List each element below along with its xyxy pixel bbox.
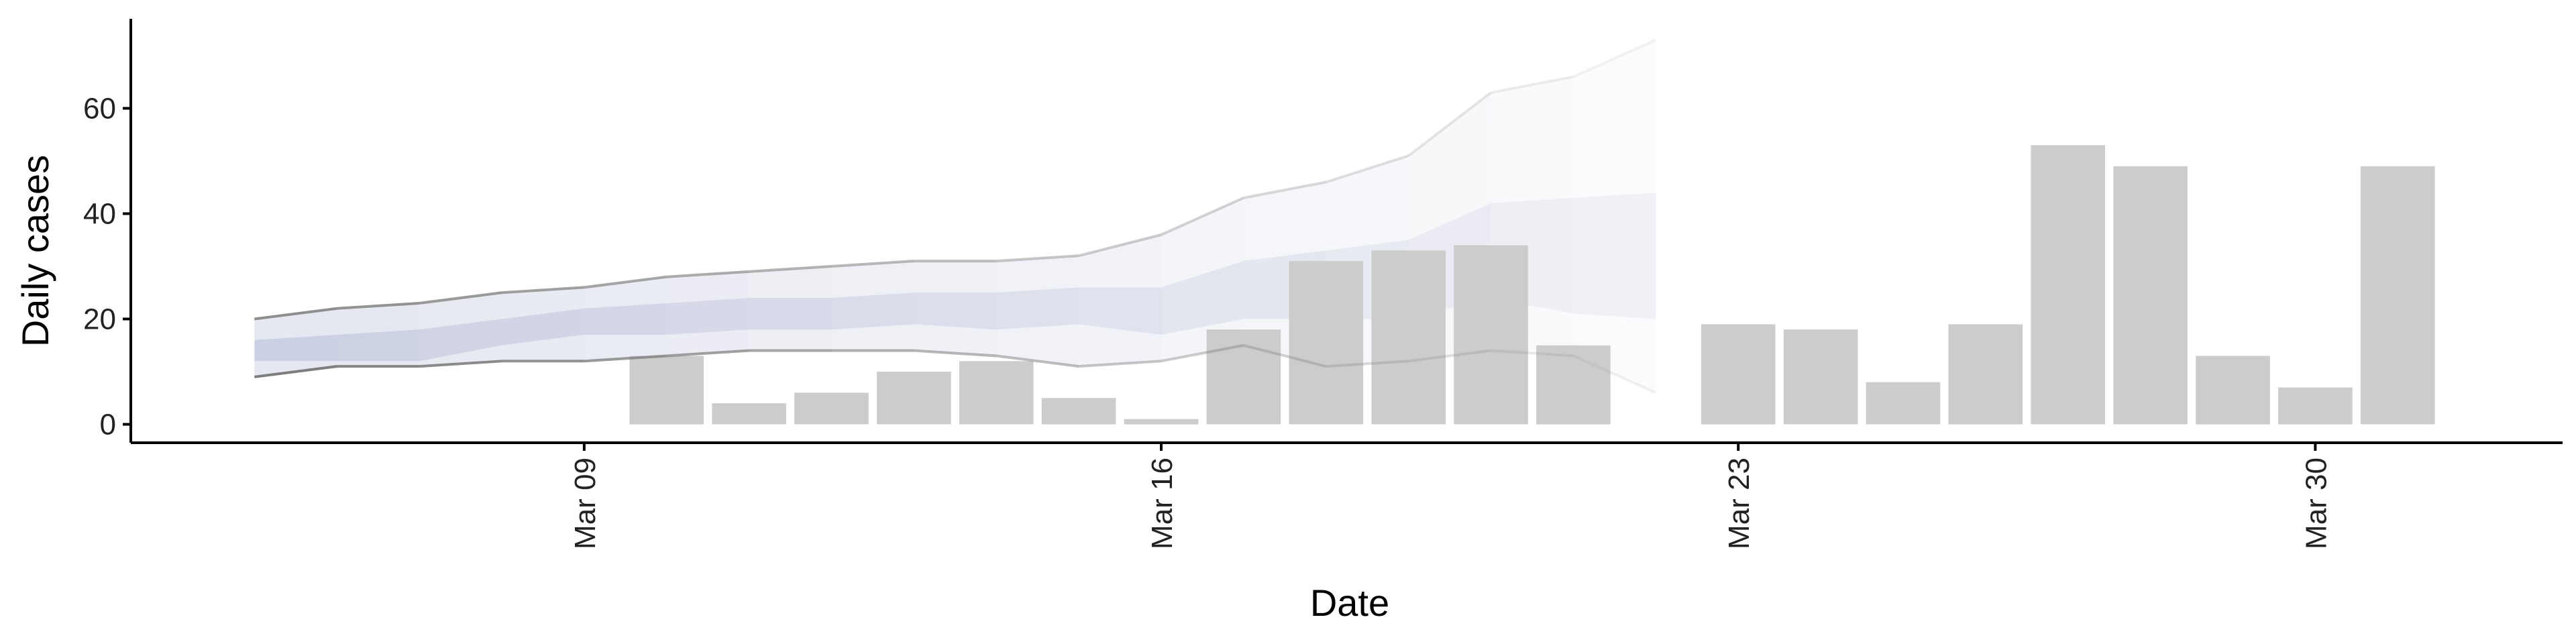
nowcast-lower-bound-line <box>1572 354 1657 394</box>
bars <box>629 145 2435 425</box>
x-tick-label: Mar 23 <box>1723 458 1756 549</box>
bar-2020-03-23 <box>1701 324 1776 425</box>
bar-2020-03-20 <box>1454 245 1528 425</box>
nowcast-upper-bound-line <box>666 270 749 278</box>
nowcast-lower-bound-line <box>254 365 337 378</box>
nowcast-outer-band <box>996 256 1079 367</box>
nowcast-inner-band <box>831 292 914 330</box>
nowcast-upper-bound-line <box>337 301 420 310</box>
nowcast-upper-bound-line <box>1161 197 1244 236</box>
nowcast-outer-band <box>666 271 749 356</box>
nowcast-inner-band <box>914 292 997 330</box>
nowcast-upper-bound-line <box>1407 91 1492 157</box>
bar-2020-03-25 <box>1866 382 1941 425</box>
bar-2020-03-21 <box>1536 345 1611 425</box>
bar-2020-03-29 <box>2196 356 2270 425</box>
y-tick-label: 40 <box>83 197 116 230</box>
nowcast-bound-lines <box>254 38 1657 394</box>
nowcast-inner-band <box>996 287 1079 330</box>
nowcast-upper-bound-line <box>254 307 337 321</box>
bar-2020-03-24 <box>1783 329 1858 425</box>
nowcast-lower-bound-line <box>1326 360 1409 368</box>
nowcast-inner-band <box>1573 193 1656 319</box>
nowcast-inner-band <box>501 308 584 345</box>
nowcast-upper-bound-line <box>996 254 1079 263</box>
nowcast-inner-band <box>666 298 749 335</box>
nowcast-inner-band <box>1079 287 1162 335</box>
nowcast-outer-band <box>914 261 997 356</box>
bar-2020-03-14 <box>959 361 1034 425</box>
nowcast-lower-bound-line <box>1408 349 1491 363</box>
x-tick-label: Mar 30 <box>2300 458 2332 549</box>
bar-2020-03-31 <box>2360 166 2435 425</box>
nowcast-upper-bound-line <box>1243 180 1327 199</box>
y-axis-title: Daily cases <box>14 155 56 347</box>
nowcast-upper-bound-line <box>584 275 667 289</box>
x-tick-label: Mar 09 <box>569 458 602 549</box>
bar-2020-03-26 <box>1948 324 2023 425</box>
nowcast-lower-bound-line <box>996 354 1079 368</box>
bar-2020-03-17 <box>1206 329 1281 425</box>
nowcast-inner-band <box>254 335 337 362</box>
nowcast-inner-band <box>337 329 420 362</box>
bar-2020-03-15 <box>1041 398 1116 425</box>
x-tick-label: Mar 16 <box>1146 458 1179 549</box>
nowcast-upper-bound-line <box>501 286 584 294</box>
bar-2020-03-10 <box>629 356 704 425</box>
bar-2020-03-28 <box>2113 166 2188 425</box>
nowcast-inner-band <box>749 298 832 330</box>
nowcast-outer-band <box>501 287 584 362</box>
nowcast-upper-bound-line <box>1572 38 1657 78</box>
nowcast-outer-band <box>1161 197 1244 362</box>
bar-2020-03-27 <box>2031 145 2105 425</box>
nowcast-upper-bound-line <box>749 264 832 273</box>
x-axis-title: Date <box>1310 582 1389 624</box>
nowcast-lower-bound-line <box>584 354 667 363</box>
bar-2020-03-11 <box>712 403 786 425</box>
y-tick-label: 60 <box>83 92 116 125</box>
nowcast-lower-bound-line <box>1243 343 1327 368</box>
bar-2020-03-18 <box>1289 261 1364 425</box>
y-tick-label: 0 <box>100 409 116 441</box>
nowcast-lower-bound-line <box>419 360 502 368</box>
y-tick-label: 20 <box>83 303 116 336</box>
nowcast-outer-band <box>831 261 914 351</box>
nowcast-lower-bound-line <box>1161 343 1244 363</box>
bar-2020-03-30 <box>2278 387 2353 425</box>
bar-2020-03-12 <box>794 392 869 425</box>
nowcast-inner-band <box>1161 261 1244 335</box>
nowcast-lower-bound-line <box>1079 360 1162 368</box>
nowcast-lower-bound-line <box>1491 349 1574 358</box>
nowcast-upper-bound-line <box>831 260 914 268</box>
nowcast-upper-bound-line <box>1078 233 1162 258</box>
nowcast-upper-bound-line <box>1326 154 1409 184</box>
nowcast-outer-band <box>749 266 832 351</box>
nowcast-inner-band <box>419 319 502 362</box>
nowcast-inner-band <box>584 303 667 335</box>
nowcast-outer-band <box>584 276 667 362</box>
nowcast-outer-band <box>1573 40 1656 393</box>
nowcast-upper-bound-line <box>419 291 502 305</box>
nowcast-upper-bound-line <box>1491 75 1574 94</box>
bar-2020-03-13 <box>877 372 951 425</box>
nowcast-outer-band <box>1079 234 1162 367</box>
nowcast-lower-bound-line <box>666 349 749 358</box>
bar-2020-03-19 <box>1371 250 1446 425</box>
nowcast-lower-bound-line <box>914 349 997 358</box>
bar-2020-03-16 <box>1124 419 1199 425</box>
axes: 0 20 40 60 Mar 09 Mar 16 Mar 23 Mar 30 <box>83 19 2563 549</box>
